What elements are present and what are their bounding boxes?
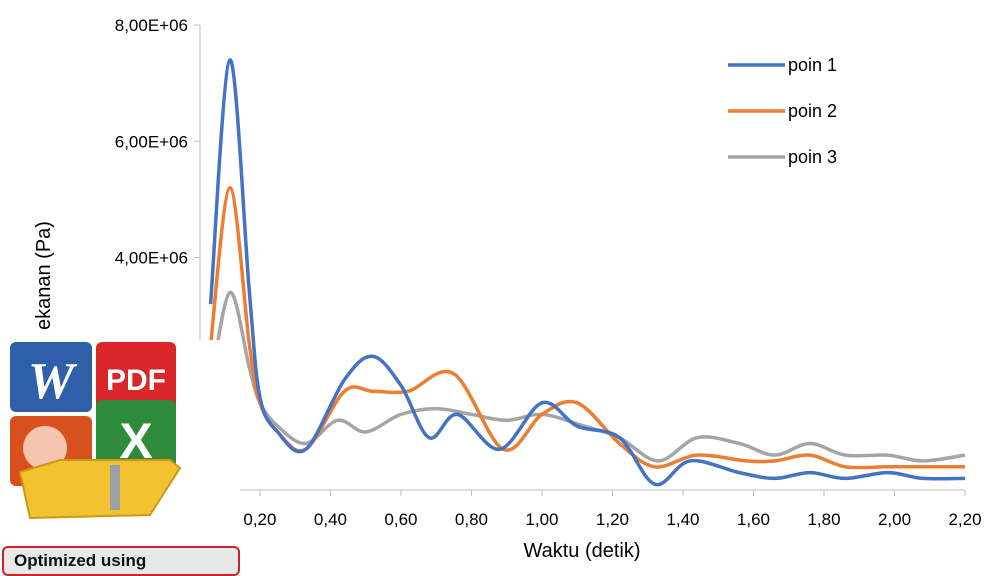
x-tick-label: 0,40 — [314, 510, 347, 529]
y-axis-title: ekanan (Pa) — [33, 221, 55, 330]
y-axis-ticks: 4,00E+06 6,00E+06 8,00E+06 — [115, 16, 200, 268]
series-line-poin-1 — [208, 58, 966, 487]
x-tick-label: 1,80 — [807, 510, 840, 529]
x-tick-label: 0,60 — [384, 510, 417, 529]
x-tick-label: 0,20 — [243, 510, 276, 529]
office-suite-logo-overlay: W PDF X — [0, 340, 240, 565]
x-tick-label: 1,60 — [737, 510, 770, 529]
legend-label: poin 3 — [788, 147, 837, 167]
series-lines — [208, 58, 966, 487]
excel-tile — [96, 400, 176, 476]
x-tick-label: 2,00 — [878, 510, 911, 529]
x-tick-label: 1,40 — [666, 510, 699, 529]
legend-label: poin 1 — [788, 55, 837, 75]
y-tick-label: 8,00E+06 — [115, 16, 188, 35]
office-logo-icon: W PDF X — [10, 342, 182, 520]
x-tick-label: 1,00 — [525, 510, 558, 529]
folder-shape — [18, 459, 182, 520]
pdf-tile — [96, 342, 176, 412]
zipper — [110, 465, 120, 510]
x-tick-label: 1,20 — [596, 510, 629, 529]
y-tick-label: 4,00E+06 — [115, 249, 188, 268]
word-tile — [10, 342, 92, 412]
pdf-letters: PDF — [106, 364, 166, 397]
legend-label: poin 2 — [788, 101, 837, 121]
word-letter: W — [28, 353, 78, 410]
series-line-poin-3 — [208, 290, 966, 463]
y-tick-label: 6,00E+06 — [115, 132, 188, 151]
legend: poin 1 poin 2 poin 3 — [728, 55, 837, 167]
x-axis-ticks: 0,20 0,40 0,60 0,80 1,00 1,20 1,40 1,60 1,80 2,00… — [243, 490, 982, 529]
x-tick-label: 2,20 — [948, 510, 981, 529]
x-tick-label: 0,80 — [455, 510, 488, 529]
optimized-using-badge: Optimized using — [2, 546, 240, 576]
x-axis-title: Waktu (detik) — [523, 540, 640, 562]
powerpoint-circle — [23, 426, 67, 470]
